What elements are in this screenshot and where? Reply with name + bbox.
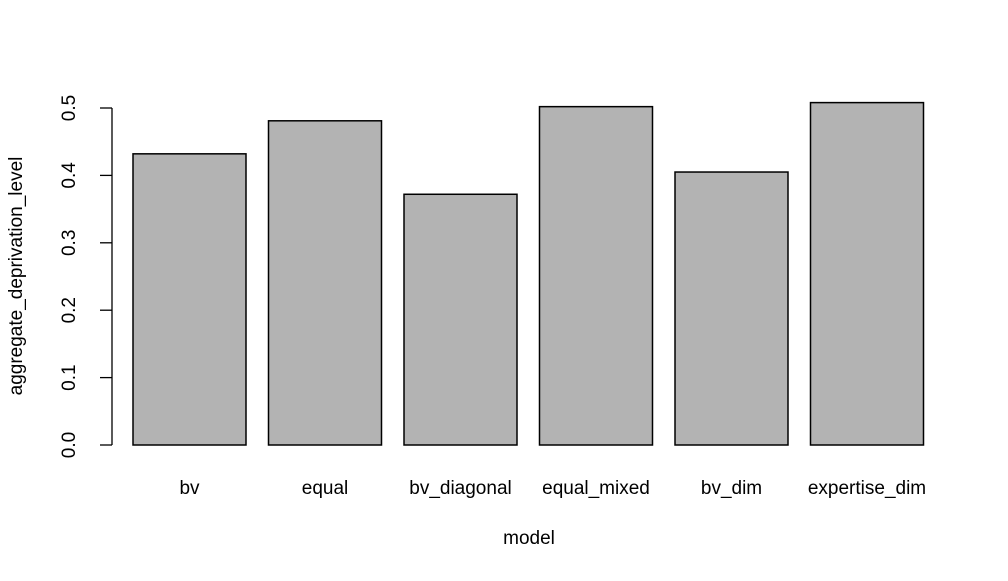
bar-expertise-dim xyxy=(809,101,925,446)
x-tick-label: bv xyxy=(179,478,200,499)
x-tick-labels: bv equal bv_diagonal equal_mixed bv_dim exper… xyxy=(179,478,926,499)
y-ticks: 0.0 0.1 0.2 0.3 0.4 0.5 xyxy=(59,95,112,458)
y-tick-label: 0.1 xyxy=(59,364,80,390)
y-tick-label: 0.0 xyxy=(59,432,80,458)
y-tick-label: 0.5 xyxy=(59,95,80,121)
y-tick-label: 0.4 xyxy=(59,162,80,189)
bar-bv-diagonal xyxy=(403,193,518,446)
x-tick-label: equal_mixed xyxy=(542,478,650,499)
bar-equal xyxy=(267,120,383,446)
x-tick-label: bv_dim xyxy=(701,478,762,499)
bar-bv xyxy=(132,153,247,446)
y-axis-title: aggregate_deprivation_level xyxy=(6,157,27,396)
bar-equal-mixed xyxy=(538,105,654,446)
x-tick-label: expertise_dim xyxy=(808,478,926,499)
x-tick-label: equal xyxy=(302,478,349,499)
y-tick-label: 0.2 xyxy=(59,297,80,323)
x-axis-title: model xyxy=(503,528,555,549)
x-tick-label: bv_diagonal xyxy=(409,478,511,499)
bars-layer xyxy=(132,101,925,446)
y-axis: 0.0 0.1 0.2 0.3 0.4 0.5 xyxy=(59,95,113,458)
y-tick-label: 0.3 xyxy=(59,230,80,256)
bar-bv-dim xyxy=(674,171,789,446)
